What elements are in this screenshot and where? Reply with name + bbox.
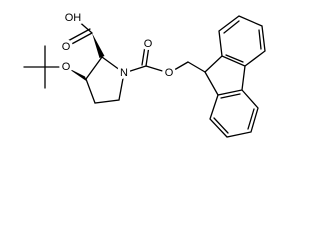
wedge-bond <box>66 67 87 82</box>
atom-label: O <box>62 41 71 53</box>
atom-label: O <box>62 61 71 73</box>
bond <box>145 45 150 67</box>
bond <box>67 32 93 47</box>
bond <box>65 28 91 43</box>
atom-label: O <box>144 38 153 50</box>
bond <box>123 65 147 74</box>
bond <box>75 18 93 34</box>
bond <box>141 45 146 66</box>
bond <box>223 20 240 34</box>
bond <box>220 93 241 99</box>
bonds <box>23 15 266 138</box>
wedge-bond <box>92 33 105 58</box>
bond <box>247 108 255 130</box>
ring <box>218 15 266 67</box>
bond <box>258 29 262 50</box>
page: OH O O N O O (() => { const data = JSON.… <box>23 12 266 138</box>
bond <box>187 61 206 73</box>
atom-label: N <box>120 67 128 79</box>
atom-label: O <box>165 67 174 79</box>
atom-label: OH <box>65 12 82 24</box>
bond <box>213 117 229 134</box>
ring <box>85 56 125 104</box>
bond <box>225 54 244 63</box>
bond <box>168 61 189 74</box>
bond <box>145 65 170 74</box>
ring <box>209 89 259 138</box>
structure: OH O O N O O <box>23 12 266 138</box>
ring <box>204 55 246 96</box>
